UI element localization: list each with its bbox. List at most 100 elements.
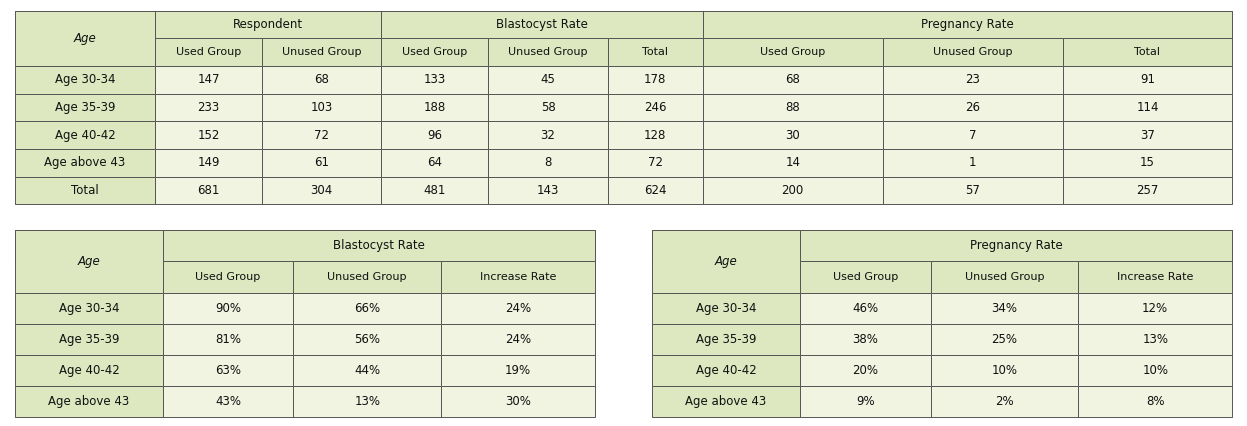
Text: 1: 1 [969, 156, 976, 170]
Text: Pregnancy Rate: Pregnancy Rate [922, 18, 1014, 31]
Text: 624: 624 [643, 184, 666, 197]
Text: 681: 681 [197, 184, 219, 197]
Text: Unused Group: Unused Group [933, 47, 1013, 57]
Text: 30%: 30% [505, 395, 531, 409]
Text: Blastocyst Rate: Blastocyst Rate [333, 239, 425, 252]
Bar [652, 293, 801, 324]
Text: Age 40-42: Age 40-42 [55, 129, 115, 142]
Bar [883, 94, 1062, 121]
Bar [489, 121, 607, 149]
Bar [155, 94, 262, 121]
Text: 25%: 25% [991, 333, 1018, 346]
Bar [163, 293, 293, 324]
Text: 23: 23 [965, 73, 980, 86]
Bar [883, 149, 1062, 177]
Text: Total: Total [642, 47, 668, 57]
Text: 45: 45 [541, 73, 555, 86]
Text: 152: 152 [197, 129, 219, 142]
Text: 13%: 13% [1142, 333, 1168, 346]
Text: 38%: 38% [853, 333, 878, 346]
Text: 103: 103 [311, 101, 333, 114]
Bar [15, 230, 163, 293]
Bar [155, 149, 262, 177]
Bar [930, 230, 1079, 261]
Bar [382, 66, 489, 94]
Bar [883, 177, 1062, 204]
Text: Respondent: Respondent [233, 18, 303, 31]
Text: 246: 246 [643, 101, 666, 114]
Bar [1062, 94, 1232, 121]
Bar [441, 324, 595, 355]
Bar [15, 386, 163, 417]
Text: 56%: 56% [354, 333, 380, 346]
Bar [801, 355, 930, 386]
Text: 14: 14 [786, 156, 801, 170]
Bar [15, 94, 155, 121]
Bar [702, 38, 883, 66]
Bar [702, 11, 883, 38]
Bar [801, 261, 930, 293]
Bar [930, 355, 1079, 386]
Text: 58: 58 [541, 101, 555, 114]
Bar [1062, 121, 1232, 149]
Bar [1062, 149, 1232, 177]
Bar [262, 66, 382, 94]
Text: 32: 32 [541, 129, 555, 142]
Bar [293, 324, 441, 355]
Bar [607, 11, 702, 38]
Bar [607, 149, 702, 177]
Bar [1079, 386, 1232, 417]
Text: 30: 30 [786, 129, 801, 142]
Bar [382, 149, 489, 177]
Text: 44%: 44% [354, 364, 380, 377]
Bar [1079, 230, 1232, 261]
Text: Age 35-39: Age 35-39 [696, 333, 757, 346]
Bar [15, 355, 163, 386]
Bar [15, 177, 155, 204]
Bar [293, 261, 441, 293]
Bar [883, 121, 1062, 149]
Text: Age above 43: Age above 43 [49, 395, 130, 409]
Bar [163, 355, 293, 386]
Bar [652, 355, 801, 386]
Text: 9%: 9% [855, 395, 874, 409]
Text: Used Group: Used Group [761, 47, 826, 57]
Text: 128: 128 [643, 129, 666, 142]
Bar [652, 386, 801, 417]
Bar [163, 324, 293, 355]
Bar [262, 38, 382, 66]
Text: Age above 43: Age above 43 [45, 156, 126, 170]
Text: 57: 57 [965, 184, 980, 197]
Bar [702, 11, 1232, 38]
Bar [801, 386, 930, 417]
Bar [930, 386, 1079, 417]
Bar [15, 11, 155, 66]
Bar [801, 230, 1232, 261]
Bar [15, 324, 163, 355]
Bar [15, 149, 155, 177]
Bar [163, 261, 293, 293]
Bar [1062, 38, 1232, 66]
Text: Used Group: Used Group [176, 47, 241, 57]
Bar [262, 94, 382, 121]
Text: Pregnancy Rate: Pregnancy Rate [970, 239, 1062, 252]
Text: Age 35-39: Age 35-39 [59, 333, 120, 346]
Text: Age 40-42: Age 40-42 [59, 364, 120, 377]
Bar [262, 11, 382, 38]
Text: 91: 91 [1140, 73, 1155, 86]
Bar [441, 261, 595, 293]
Text: Used Group: Used Group [833, 272, 898, 282]
Bar [489, 149, 607, 177]
Bar [441, 355, 595, 386]
Bar [15, 11, 155, 38]
Text: 257: 257 [1136, 184, 1158, 197]
Text: 96: 96 [428, 129, 443, 142]
Bar [702, 121, 883, 149]
Bar [382, 11, 702, 38]
Text: 114: 114 [1136, 101, 1158, 114]
Bar [155, 38, 262, 66]
Bar [607, 38, 702, 66]
Bar [652, 230, 801, 293]
Bar [155, 121, 262, 149]
Text: 90%: 90% [214, 302, 241, 315]
